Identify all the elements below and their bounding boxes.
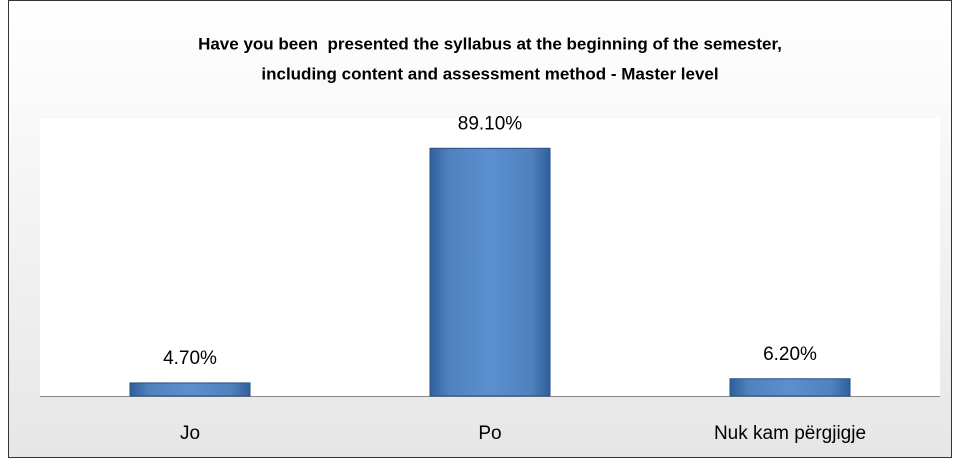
value-label: 89.10% — [458, 113, 523, 134]
bar — [129, 382, 251, 397]
value-label: 4.70% — [163, 348, 217, 369]
chart-title: Have you been presented the syllabus at … — [198, 34, 782, 53]
x-tick-label: Po — [478, 423, 501, 444]
bar — [729, 378, 851, 397]
x-tick-label: Nuk kam përgjigje — [714, 423, 866, 444]
chart-title: including content and assessment method … — [261, 64, 718, 83]
bar — [429, 147, 551, 397]
value-label: 6.20% — [763, 344, 817, 365]
x-tick-label: Jo — [180, 423, 200, 444]
